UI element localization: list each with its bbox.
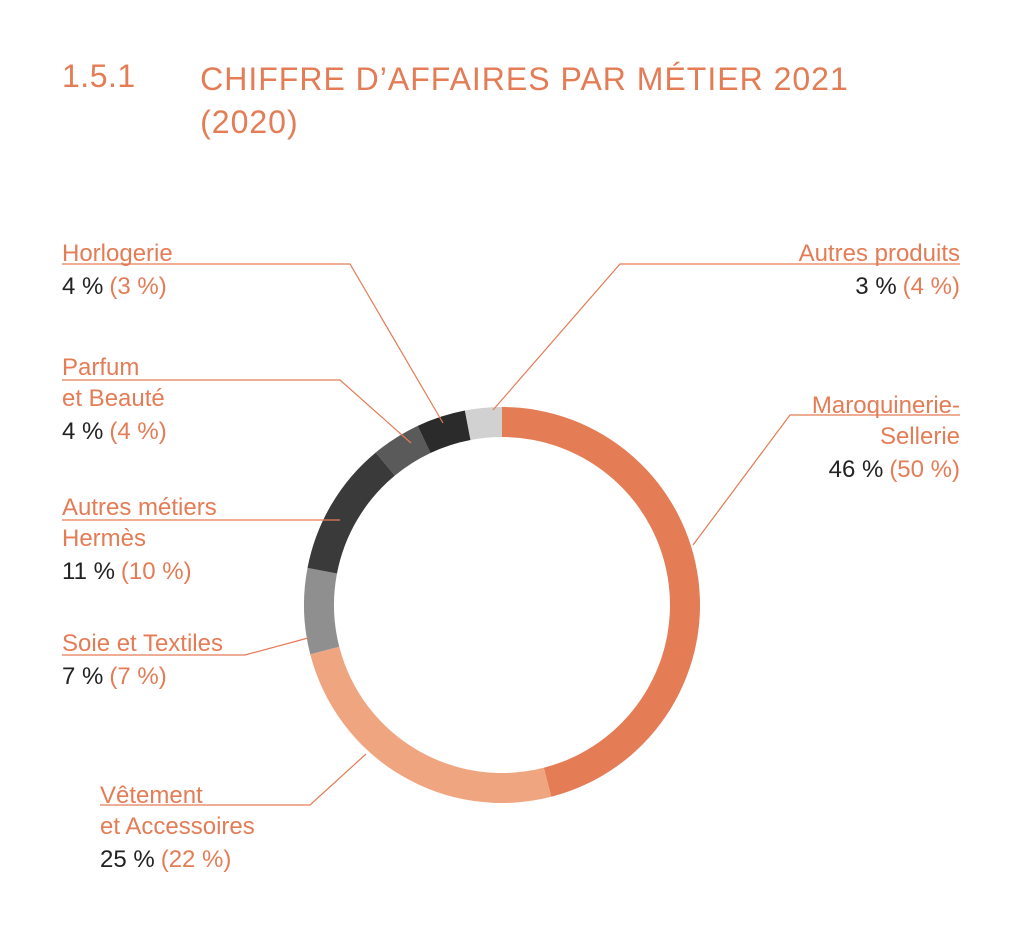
label-horlogerie: Horlogerie4 %(3 %) [62, 238, 173, 302]
label-value-2020: (7 %) [109, 663, 166, 690]
label-value-2020: (50 %) [889, 456, 960, 483]
label-name: Autres produits [799, 238, 960, 269]
label-name: Soie et Textiles [62, 628, 223, 659]
label-value-2021: 11 % [62, 558, 115, 585]
label-name: Horlogerie [62, 238, 173, 269]
slice-soie [304, 568, 339, 654]
label-name: Parfumet Beauté [62, 352, 167, 414]
label-soie: Soie et Textiles7 %(7 %) [62, 628, 223, 692]
label-value-2020: (3 %) [109, 273, 166, 300]
label-values: 7 %(7 %) [62, 661, 223, 692]
label-value-2021: 46 % [829, 456, 884, 483]
label-value-2021: 3 % [855, 273, 896, 300]
label-autres_produits: Autres produits 3 % (4 %) [799, 238, 960, 302]
label-values: 4 %(3 %) [62, 271, 173, 302]
label-vetement: Vêtementet Accessoires25 %(22 %) [100, 780, 255, 876]
label-value-2021: 4 % [62, 273, 103, 300]
label-name: Vêtementet Accessoires [100, 780, 255, 842]
label-value-2021: 7 % [62, 663, 103, 690]
page-root: 1.5.1 CHIFFRE D’AFFAIRES PAR MÉTIER 2021… [0, 0, 1010, 946]
label-value-2020: (4 %) [109, 418, 166, 445]
label-values: 25 %(22 %) [100, 844, 255, 875]
label-values: 46 %(50 %) [812, 454, 960, 485]
slice-vetement [310, 647, 551, 803]
donut-slices [304, 407, 700, 803]
slice-autres_metiers [308, 452, 395, 573]
label-value-2021: 25 % [100, 846, 155, 873]
label-values: 4 %(4 %) [62, 416, 167, 447]
label-parfum: Parfumet Beauté4 %(4 %) [62, 352, 167, 448]
label-name: Autres métiersHermès [62, 492, 217, 554]
label-value-2020: (22 %) [161, 846, 232, 873]
label-name: Maroquinerie-Sellerie [812, 390, 960, 452]
label-autres_metiers: Autres métiersHermès11 %(10 %) [62, 492, 217, 588]
slice-maroquinerie [502, 407, 700, 797]
label-values: 11 %(10 %) [62, 556, 217, 587]
label-values: 3 % (4 %) [799, 271, 960, 302]
label-maroquinerie: Maroquinerie-Sellerie46 %(50 %) [812, 390, 960, 486]
label-value-2020: (10 %) [121, 558, 192, 585]
label-value-2020: (4 %) [903, 273, 960, 300]
label-value-2021: 4 % [62, 418, 103, 445]
slice-autres_produits [465, 407, 502, 440]
